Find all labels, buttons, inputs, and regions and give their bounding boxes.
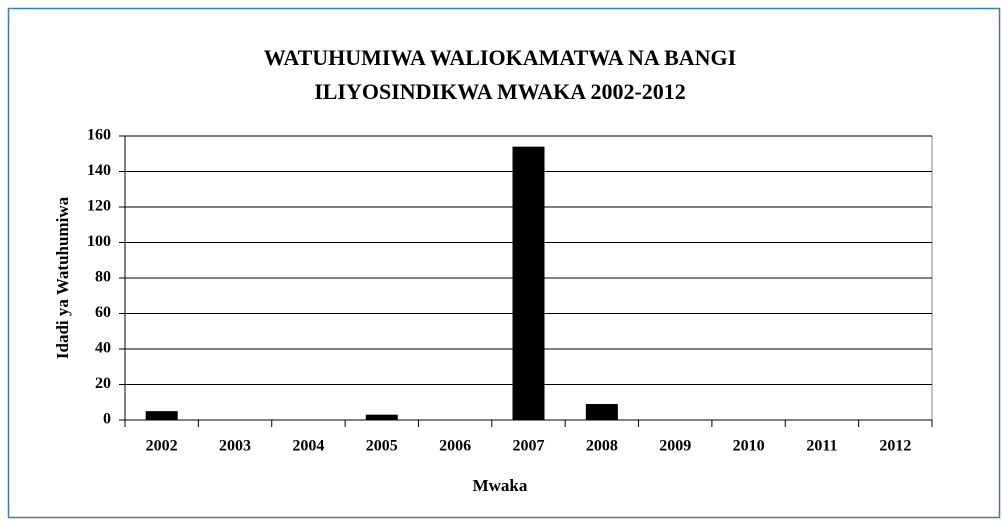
chart-title: WATUHUMIWA WALIOKAMATWA NA BANGI	[264, 45, 736, 70]
x-tick-label: 2007	[513, 438, 545, 455]
x-tick-label: 2012	[879, 438, 911, 455]
bar	[365, 414, 398, 420]
y-tick-label: 120	[87, 198, 111, 215]
x-tick-label: 2003	[219, 438, 251, 455]
x-tick-label: 2006	[439, 438, 471, 455]
bar	[585, 404, 618, 420]
x-tick-label: 2004	[292, 438, 324, 455]
bar	[512, 146, 545, 420]
y-tick-label: 80	[95, 269, 111, 286]
x-tick-label: 2009	[659, 438, 691, 455]
chart-title: ILIYOSINDIKWA MWAKA 2002-2012	[314, 79, 686, 104]
x-tick-label: 2002	[146, 438, 178, 455]
frame	[7, 7, 1001, 519]
y-tick-label: 0	[103, 411, 111, 428]
x-axis-label: Mwaka	[473, 476, 528, 495]
bar	[145, 411, 178, 420]
x-tick-label: 2011	[806, 438, 837, 455]
y-tick-label: 60	[95, 304, 111, 321]
x-tick-label: 2010	[733, 438, 765, 455]
x-tick-label: 2005	[366, 438, 398, 455]
y-tick-label: 20	[95, 375, 111, 392]
y-tick-label: 100	[87, 233, 111, 250]
x-tick-label: 2008	[586, 438, 618, 455]
y-tick-label: 40	[95, 340, 111, 357]
y-tick-label: 140	[87, 162, 111, 179]
y-axis-label: Idadi ya Watuhumiwa	[53, 196, 72, 359]
y-tick-label: 160	[87, 127, 111, 144]
